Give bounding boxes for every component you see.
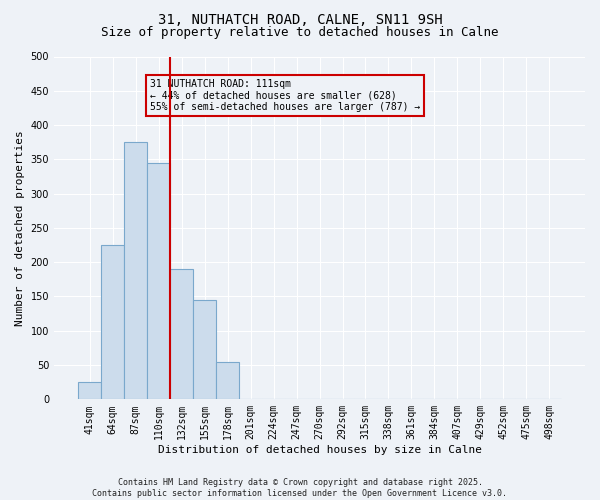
Text: 31, NUTHATCH ROAD, CALNE, SN11 9SH: 31, NUTHATCH ROAD, CALNE, SN11 9SH	[158, 12, 442, 26]
Text: Size of property relative to detached houses in Calne: Size of property relative to detached ho…	[101, 26, 499, 39]
Text: Contains HM Land Registry data © Crown copyright and database right 2025.
Contai: Contains HM Land Registry data © Crown c…	[92, 478, 508, 498]
Bar	[216, 362, 239, 400]
Bar	[193, 300, 216, 400]
Text: 31 NUTHATCH ROAD: 111sqm
← 44% of detached houses are smaller (628)
55% of semi-: 31 NUTHATCH ROAD: 111sqm ← 44% of detach…	[149, 79, 420, 112]
Bar	[124, 142, 147, 400]
X-axis label: Distribution of detached houses by size in Calne: Distribution of detached houses by size …	[158, 445, 482, 455]
Bar	[78, 382, 101, 400]
Bar	[147, 163, 170, 400]
Y-axis label: Number of detached properties: Number of detached properties	[15, 130, 25, 326]
Bar	[170, 269, 193, 400]
Bar	[101, 245, 124, 400]
